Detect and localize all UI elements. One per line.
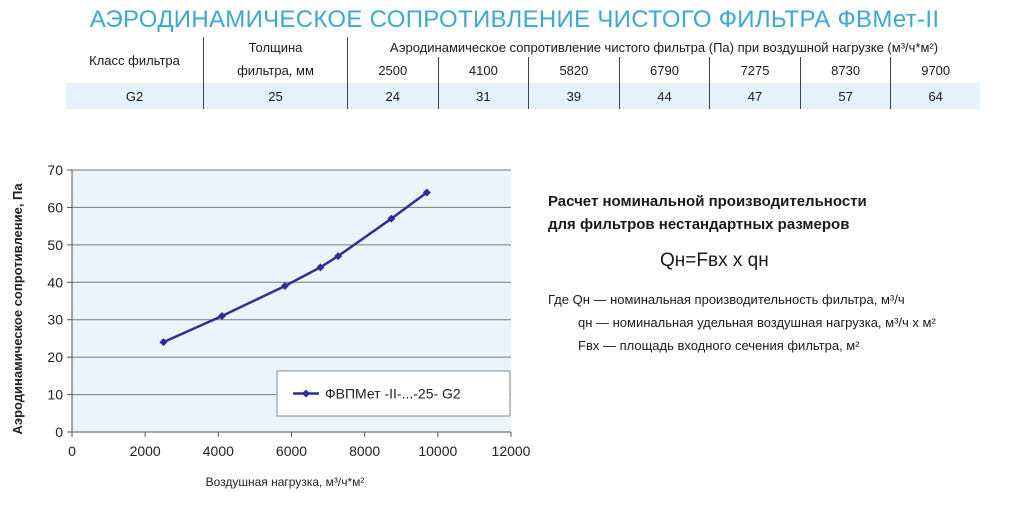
cell-thickness: 25 [203, 83, 348, 109]
header-resistance: Аэродинамическое сопротивление чистого ф… [347, 37, 980, 57]
x-tick-label: 8000 [349, 443, 380, 459]
cell-value-4: 47 [709, 83, 801, 109]
data-point [334, 252, 343, 261]
x-tick-label: 10000 [418, 443, 457, 459]
x-tick-label: 6000 [276, 443, 307, 459]
cell-value-1: 31 [437, 83, 529, 109]
legend-label: ФВПМет -II-...-25- G2 [325, 386, 461, 402]
y-tick-label: 20 [47, 349, 63, 365]
calc-heading: Расчет номинальной производительности дл… [548, 190, 867, 236]
header-load-0: 2500 [347, 57, 439, 83]
y-tick-label: 10 [47, 387, 63, 403]
y-tick-label: 70 [47, 162, 63, 178]
header-load-1: 4100 [437, 57, 529, 83]
header-load-4: 7275 [709, 57, 801, 83]
y-tick-label: 30 [47, 312, 63, 328]
calc-heading-line-1: Расчет номинальной производительности [548, 193, 867, 210]
resistance-chart: 0 10 20 30 40 50 60 70 0 2000 4000 6000 8000 10000 120… [10, 162, 531, 489]
cell-value-2: 39 [528, 83, 620, 109]
definition-fvx: Fвх — площадь входного сечения фильтра, … [578, 338, 860, 353]
data-point [280, 282, 289, 291]
cell-class: G2 [66, 83, 204, 109]
cell-value-6: 64 [890, 83, 980, 109]
x-tick-label: 12000 [492, 443, 531, 459]
definitions: Где Qн — номинальная производительность … [548, 288, 936, 357]
data-point [316, 263, 325, 272]
cell-value-0: 24 [347, 83, 439, 109]
y-tick-label: 60 [47, 199, 63, 215]
header-load-2: 5820 [528, 57, 620, 83]
data-point [422, 188, 431, 197]
x-tick-label: 2000 [130, 443, 161, 459]
cell-value-5: 57 [799, 83, 891, 109]
calc-heading-line-2: для фильтров нестандартных размеров [548, 216, 850, 233]
header-load-6: 9700 [890, 57, 980, 83]
definition-qn-specific: qн — номинальная удельная воздушная нагр… [578, 315, 936, 330]
data-point [387, 214, 396, 223]
y-tick-label: 40 [47, 274, 63, 290]
y-axis-label: Аэродинамическое сопротивление, Па [10, 183, 25, 435]
header-class: Класс фильтра [89, 52, 180, 68]
x-tick-label: 4000 [203, 443, 234, 459]
header-load-3: 6790 [618, 57, 710, 83]
header-thickness-l2: фильтра, мм [203, 57, 348, 83]
x-axis-label: Воздушная нагрузка, м³/ч*м² [206, 475, 365, 489]
y-tick-label: 0 [55, 424, 63, 440]
page-title: АЭРОДИНАМИЧЕСКОЕ СОПРОТИВЛЕНИЕ ЧИСТОГО Ф… [89, 6, 940, 33]
header-load-5: 8730 [799, 57, 891, 83]
header-thickness-l1: Толщина [203, 37, 348, 57]
legend-marker [302, 389, 310, 398]
x-tick-label: 0 [68, 443, 76, 459]
cell-value-3: 44 [618, 83, 710, 109]
y-tick-label: 50 [47, 237, 63, 253]
table-row: G2 25 24 31 39 44 47 57 64 [66, 83, 980, 109]
data-point [159, 338, 168, 347]
definition-qn: Где Qн — номинальная производительность … [548, 292, 905, 307]
data-point [217, 311, 226, 320]
resistance-table: Класс фильтра Толщина Аэродинамическое с… [66, 37, 980, 109]
formula: Qн=Fвх х qн [660, 250, 769, 271]
